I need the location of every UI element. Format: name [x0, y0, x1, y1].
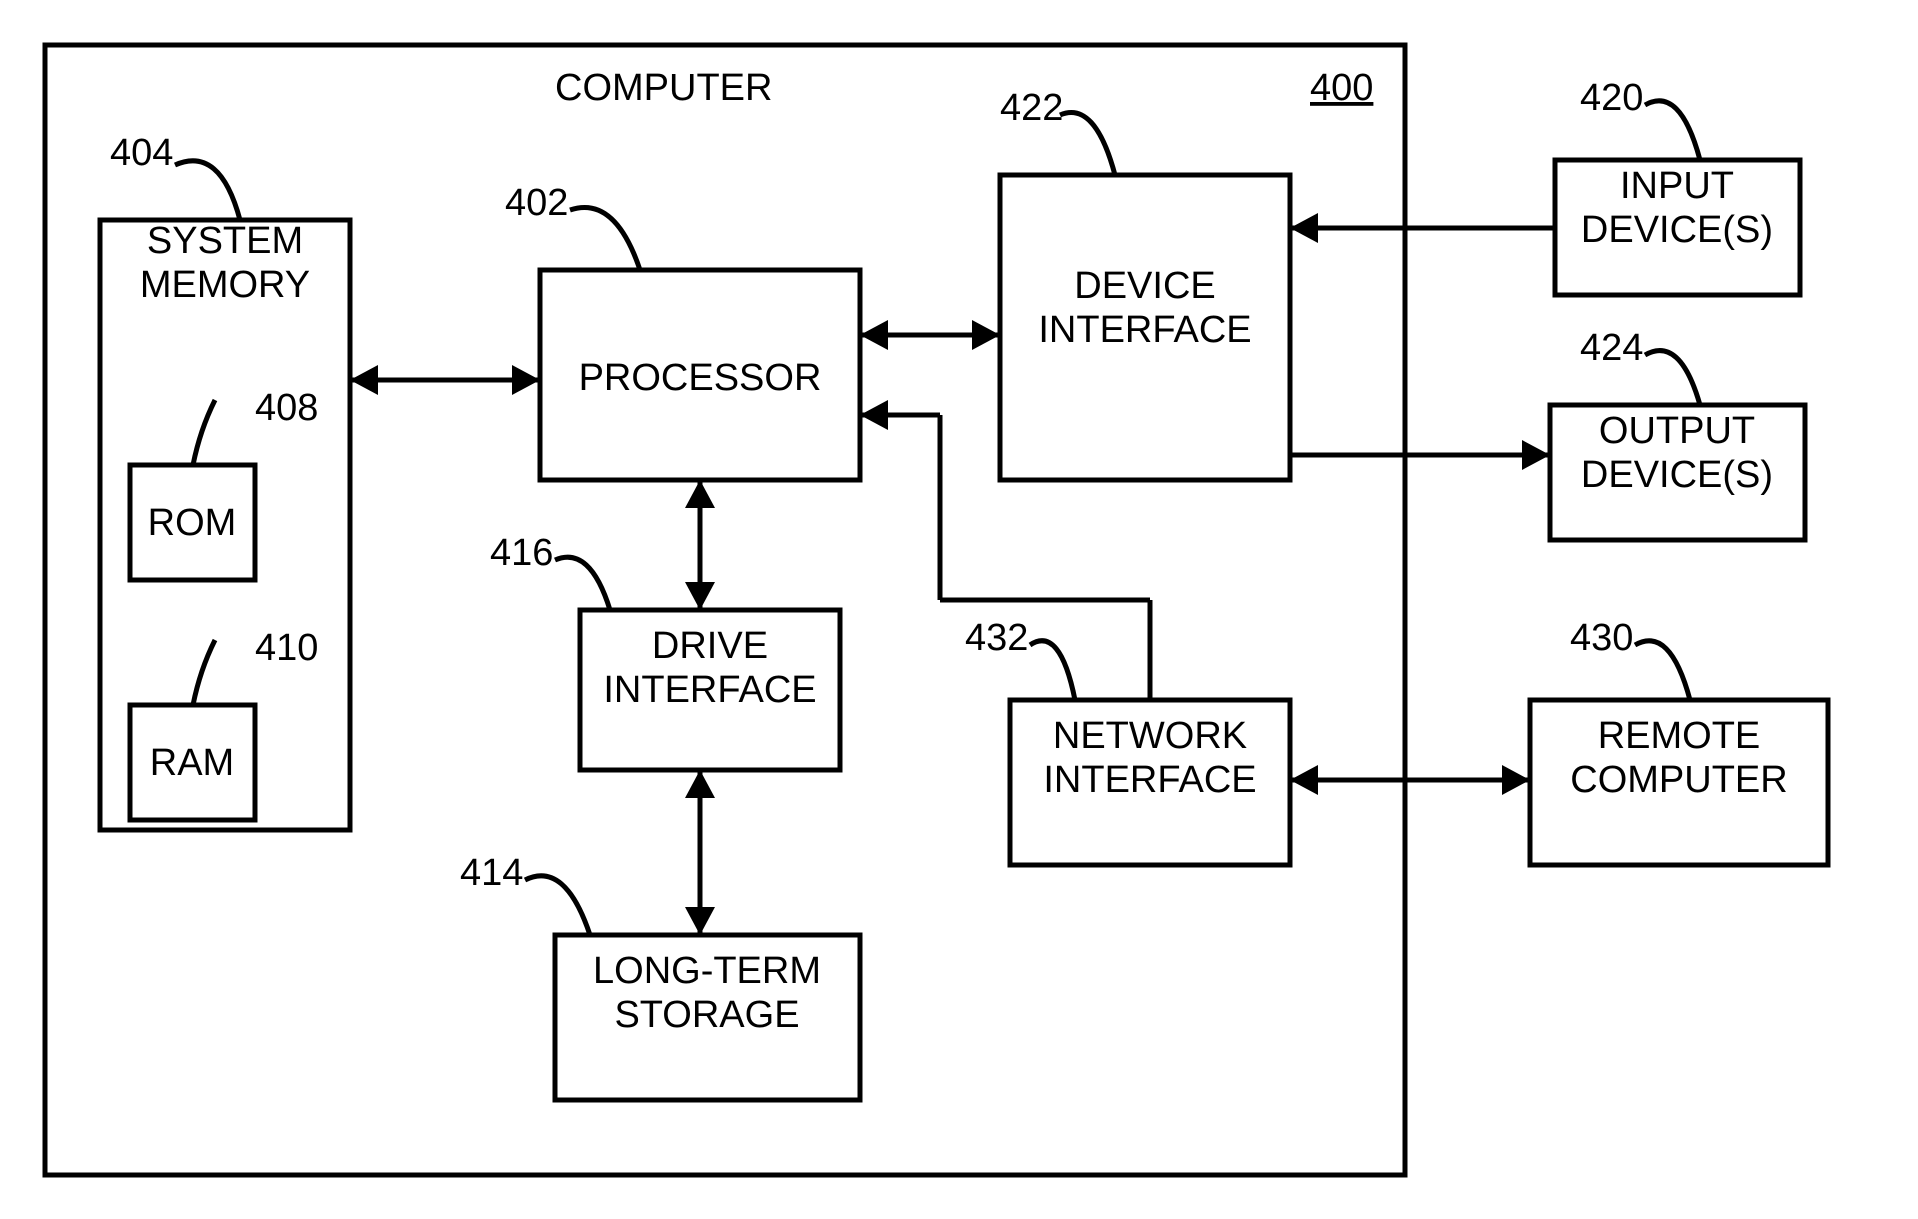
ref-rom: 408 — [255, 387, 318, 429]
node-output_devices-label: DEVICE(S) — [1581, 454, 1773, 496]
node-rom-label: ROM — [148, 502, 237, 544]
node-device_interface-label: DEVICE — [1074, 265, 1215, 307]
ref-output_devices: 424 — [1580, 327, 1643, 369]
arrow-head — [1502, 765, 1530, 795]
ref-device_interface: 422 — [1000, 87, 1063, 129]
block-diagram: COMPUTER 400 SYSTEMMEMORY 404 ROM 408 RAM 410 PR… — [0, 0, 1918, 1219]
ref-input_devices: 420 — [1580, 77, 1643, 119]
node-system_memory-label: MEMORY — [140, 264, 310, 306]
node-output_devices-label: OUTPUT — [1599, 410, 1755, 452]
ref-long_term_storage: 414 — [460, 852, 523, 894]
node-device_interface-label: INTERFACE — [1038, 309, 1251, 351]
ref-drive_interface: 416 — [490, 532, 553, 574]
node-processor-label: PROCESSOR — [579, 357, 822, 399]
arrow-head — [1522, 440, 1550, 470]
node-remote_computer-label: REMOTE — [1598, 715, 1761, 757]
node-long_term_storage-label: STORAGE — [614, 994, 799, 1036]
ref-main: 400 — [1310, 67, 1373, 109]
ref-system_memory: 404 — [110, 132, 173, 174]
ref-remote_computer: 430 — [1570, 617, 1633, 659]
node-network_interface-label: NETWORK — [1053, 715, 1247, 757]
ref-ram: 410 — [255, 627, 318, 669]
hook-input_devices — [1645, 101, 1700, 160]
title-label: COMPUTER — [555, 67, 772, 109]
node-network_interface-label: INTERFACE — [1043, 759, 1256, 801]
ref-network_interface: 432 — [965, 617, 1028, 659]
hook-remote_computer — [1635, 641, 1690, 700]
node-system_memory-label: SYSTEM — [147, 220, 303, 262]
node-drive_interface-label: DRIVE — [652, 625, 768, 667]
node-input_devices-label: DEVICE(S) — [1581, 209, 1773, 251]
node-ram-label: RAM — [150, 742, 234, 784]
ref-processor: 402 — [505, 182, 568, 224]
node-drive_interface-label: INTERFACE — [603, 669, 816, 711]
node-remote_computer-label: COMPUTER — [1570, 759, 1787, 801]
diagram-root: COMPUTER 400 SYSTEMMEMORY 404 ROM 408 RAM 410 PR… — [0, 0, 1918, 1219]
node-long_term_storage-label: LONG-TERM — [593, 950, 821, 992]
hook-output_devices — [1645, 351, 1700, 405]
node-input_devices-label: INPUT — [1620, 165, 1734, 207]
